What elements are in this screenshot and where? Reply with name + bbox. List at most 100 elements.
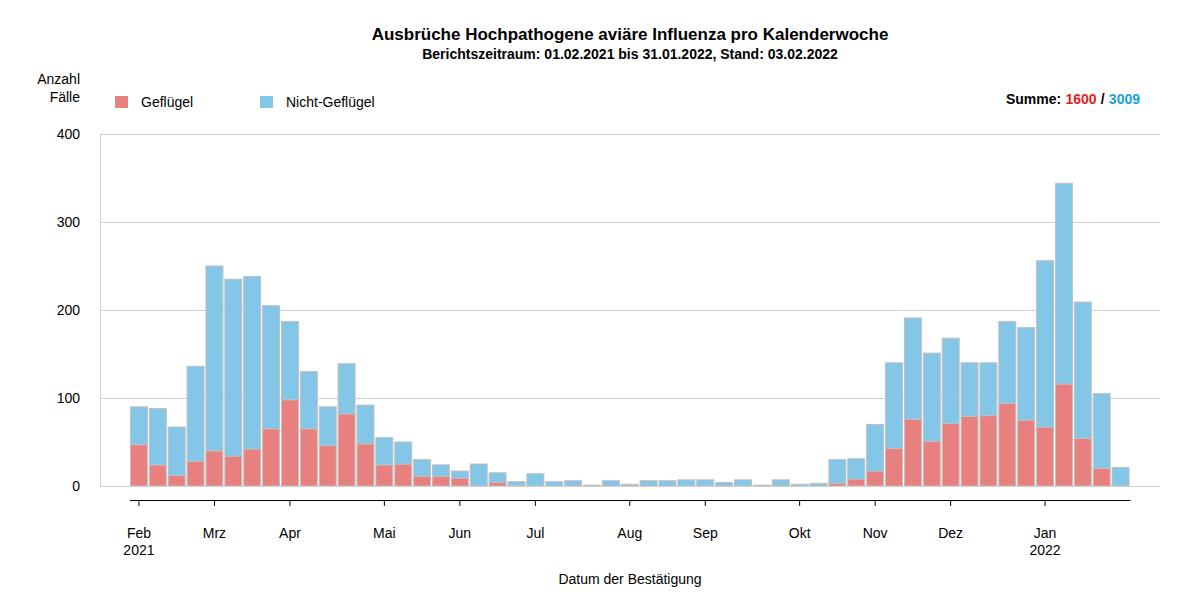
bar: [735, 480, 752, 486]
bar: [149, 465, 166, 486]
bar: [451, 471, 468, 478]
bar: [187, 366, 204, 461]
bar: [187, 461, 204, 486]
bar: [697, 480, 714, 486]
x-tick-mark: [799, 500, 800, 506]
grid-line: [100, 134, 1160, 135]
bar: [640, 481, 657, 486]
bar: [206, 451, 223, 486]
x-tick-label: Okt: [789, 525, 811, 541]
y-tick-label: 400: [57, 126, 81, 142]
bar: [621, 485, 638, 486]
y-tick-label: 200: [57, 302, 81, 318]
bar: [942, 338, 959, 423]
bar: [414, 476, 431, 486]
x-tick-label: Dez: [938, 525, 963, 541]
bar: [1018, 420, 1035, 486]
bar: [1074, 438, 1091, 486]
bar: [432, 476, 449, 486]
bar: [980, 363, 997, 416]
legend-swatch: [260, 96, 273, 108]
y-tick-label: 100: [57, 390, 81, 406]
x-tick: Apr: [279, 500, 301, 541]
x-tick-label: Nov: [863, 525, 888, 541]
x-axis: Feb2021MrzAprMaiJunJulAugSepOktNovDezJan…: [123, 500, 1130, 558]
bar: [1055, 384, 1072, 486]
bar: [867, 471, 884, 486]
x-tick-label: Jul: [526, 525, 544, 541]
x-tick-mark: [875, 500, 876, 506]
subtitle: Berichtszeitraum: 01.02.2021 bis 31.01.2…: [422, 46, 838, 62]
bar: [263, 429, 280, 486]
bar: [300, 372, 317, 429]
x-tick: Mai: [373, 500, 396, 541]
y-tick: 400: [57, 126, 1160, 142]
bar: [678, 480, 695, 486]
bar: [225, 456, 242, 486]
legend: GeflügelNicht-Geflügel: [115, 94, 375, 110]
x-tick: Nov: [863, 500, 888, 541]
bar: [980, 416, 997, 486]
bars: [130, 183, 1129, 486]
bar: [904, 318, 921, 419]
x-tick: Mrz: [203, 500, 226, 541]
grid-line: [100, 222, 1160, 223]
bar: [206, 266, 223, 451]
bar: [716, 482, 733, 486]
bar: [244, 449, 261, 486]
legend-swatch: [115, 96, 128, 108]
sum-value: 3009: [1109, 91, 1140, 107]
bar: [829, 460, 846, 484]
y-tick-label: 300: [57, 214, 81, 230]
bar: [584, 485, 601, 486]
bar: [923, 441, 940, 486]
bar: [395, 464, 412, 486]
x-tick: Jul: [526, 500, 544, 541]
y-axis-title: AnzahlFälle: [37, 71, 80, 105]
bar: [225, 279, 242, 456]
grid-line: [100, 486, 1160, 487]
bar: [244, 277, 261, 449]
x-axis-title: Datum der Bestätigung: [558, 571, 701, 587]
bar: [1112, 468, 1129, 486]
bar: [1093, 394, 1110, 469]
bar: [130, 445, 147, 486]
bar: [130, 407, 147, 445]
bar: [281, 400, 298, 486]
bar: [848, 479, 865, 486]
x-tick: Dez: [938, 500, 963, 541]
x-tick-mark: [289, 500, 290, 506]
bar: [357, 405, 374, 444]
bar: [602, 481, 619, 486]
bar: [584, 486, 601, 487]
bar: [810, 483, 827, 486]
x-tick-mark: [950, 500, 951, 506]
bar: [1093, 468, 1110, 486]
x-tick: Sep: [693, 500, 718, 541]
bar: [1055, 183, 1072, 384]
x-tick: Okt: [789, 500, 811, 541]
bar: [1018, 328, 1035, 420]
bar: [451, 478, 468, 486]
bar: [376, 438, 393, 465]
sum-annotation: Summe:1600/3009: [1006, 91, 1140, 107]
bar: [300, 429, 317, 486]
bar: [886, 448, 903, 486]
bar: [168, 427, 185, 475]
x-tick-label: Sep: [693, 525, 718, 541]
bar: [886, 363, 903, 448]
bar: [338, 414, 355, 486]
bar: [470, 464, 487, 486]
bar: [432, 465, 449, 476]
bar: [867, 424, 884, 471]
bar: [263, 306, 280, 429]
title: Ausbrüche Hochpathogene aviäre Influenza…: [372, 25, 889, 44]
bar: [565, 481, 582, 486]
bar: [1037, 427, 1054, 486]
bar: [961, 416, 978, 486]
bar: [999, 321, 1016, 403]
legend-label: Nicht-Geflügel: [286, 94, 375, 110]
bar: [508, 482, 525, 486]
bar: [753, 486, 770, 487]
bar: [942, 424, 959, 486]
